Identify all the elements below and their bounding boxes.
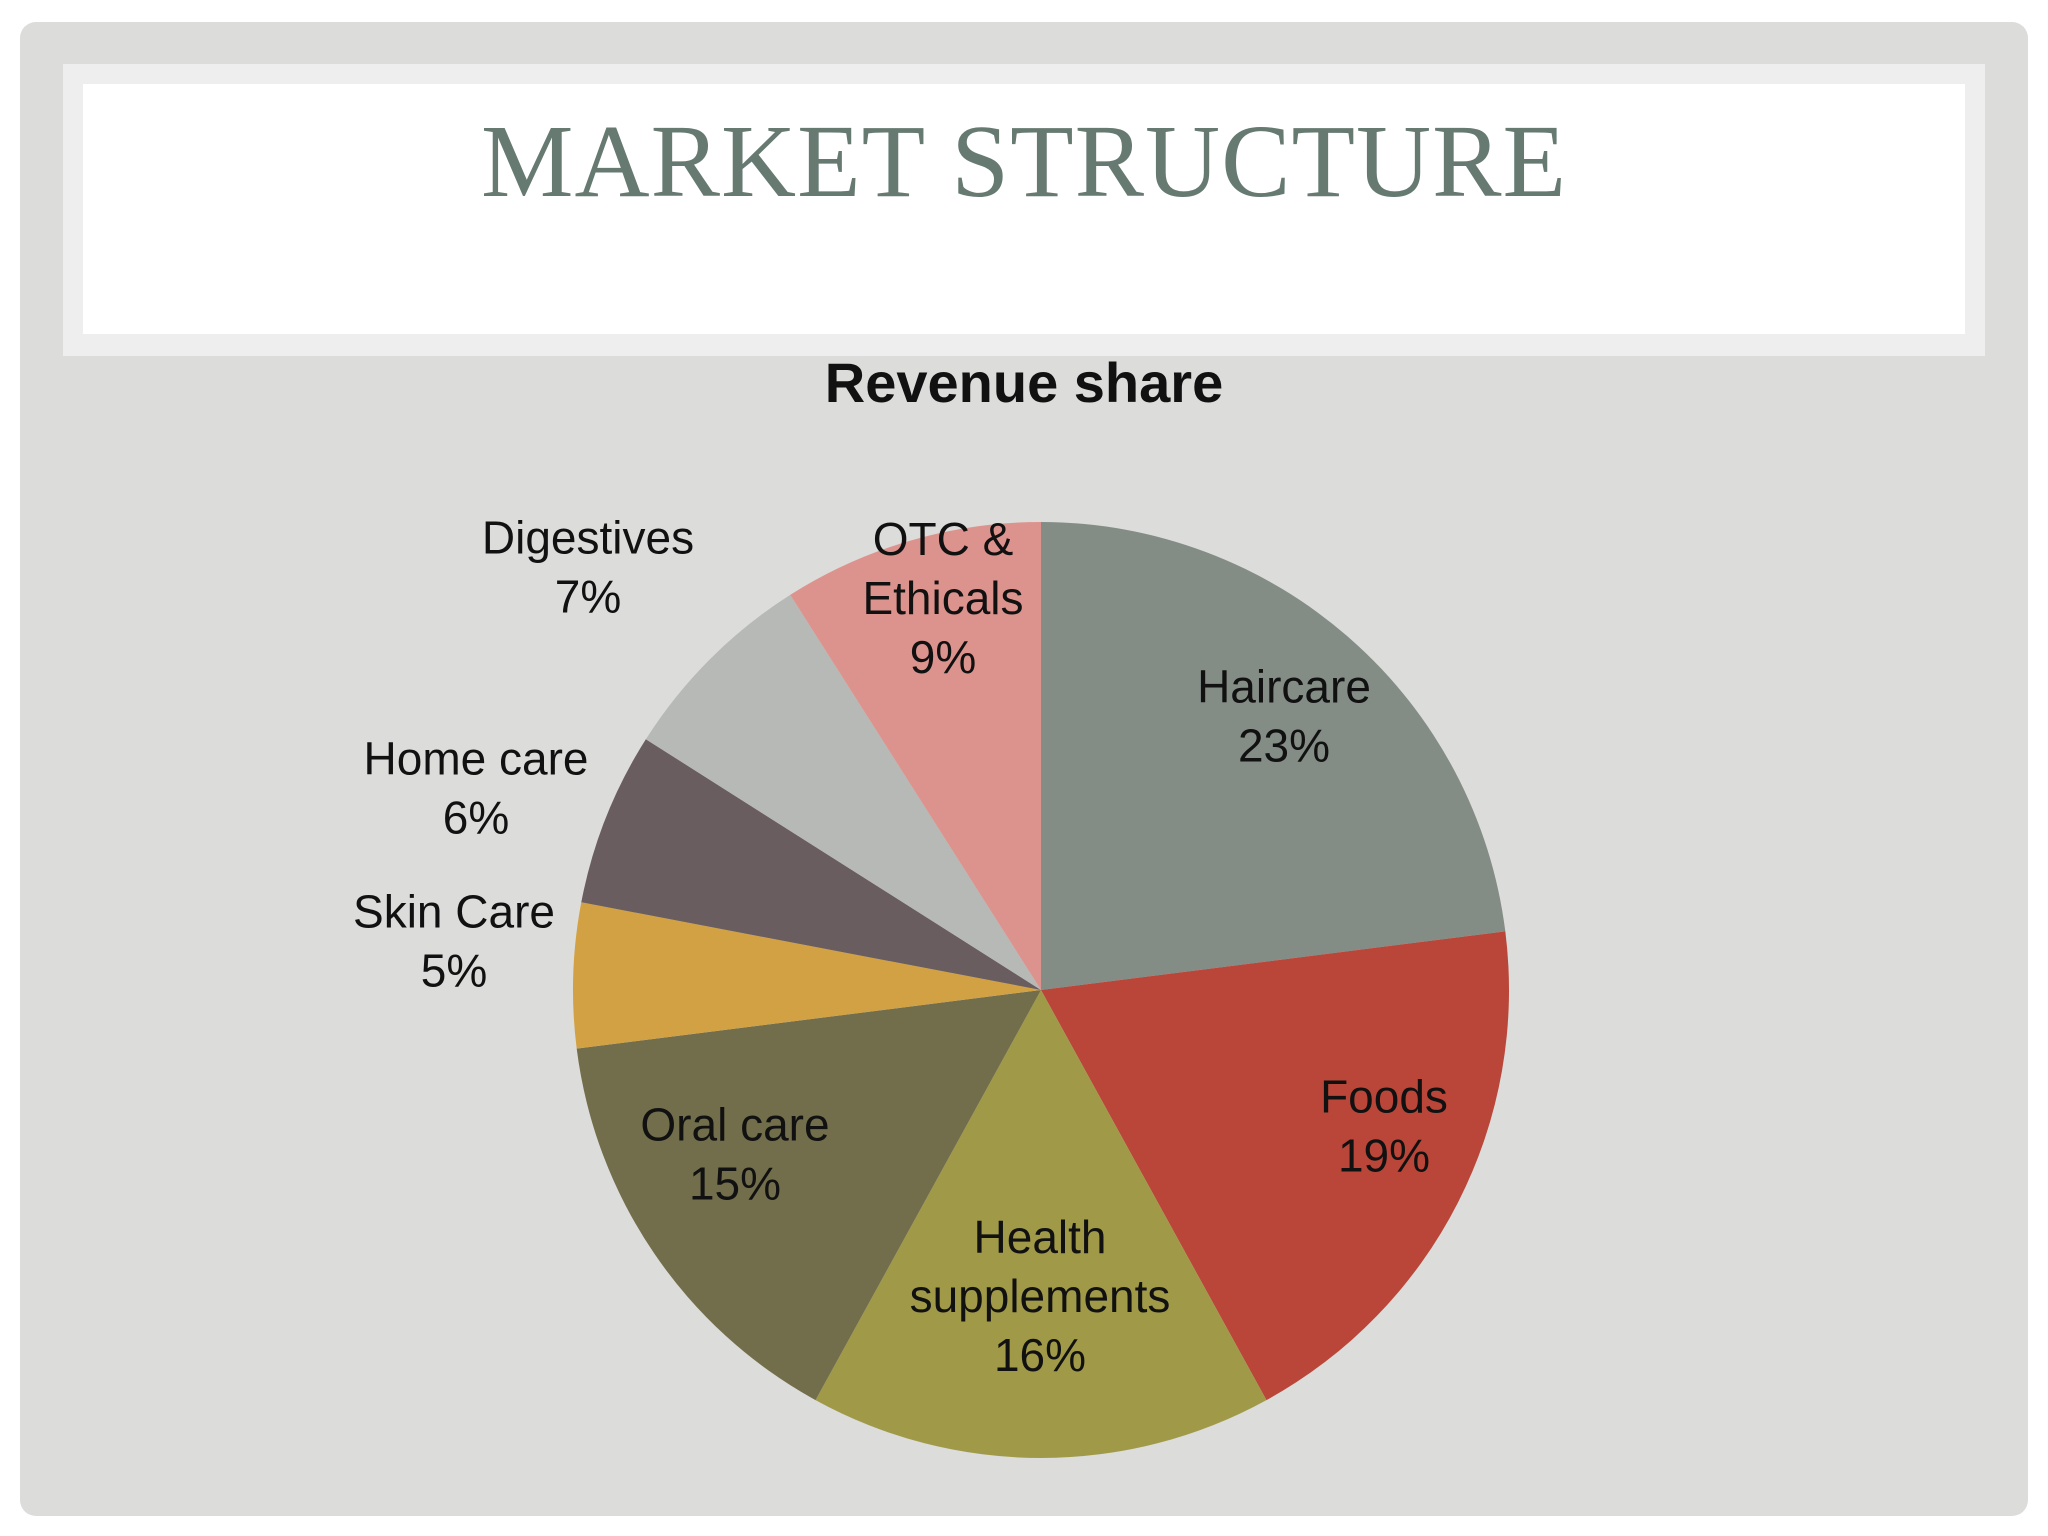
pie-slice-oral-care — [576, 990, 1041, 1401]
pie-label-line: 15% — [689, 1158, 781, 1210]
pie-label-health-supplements: Health supplements 16% — [910, 1211, 1171, 1381]
pie-label-line: Digestives — [482, 512, 694, 564]
pie-label-line: Skin Care — [353, 886, 555, 938]
pie-label-line: 6% — [443, 792, 509, 844]
title-box: MARKET STRUCTURE — [83, 84, 1965, 334]
pie-label-line: Foods — [1320, 1071, 1448, 1123]
pie-label-line: Health — [974, 1211, 1107, 1263]
title-band: MARKET STRUCTURE — [63, 64, 1985, 356]
pie-slices — [573, 522, 1509, 1458]
pie-slice-health-supplements — [815, 990, 1267, 1458]
pie-label-line: 5% — [421, 945, 487, 997]
pie-label-line: 9% — [910, 631, 976, 683]
pie-label-oral-care: Oral care 15% — [640, 1099, 829, 1210]
pie-label-line: 7% — [555, 571, 621, 623]
pie-slice-home-care — [581, 739, 1041, 990]
slide-title: MARKET STRUCTURE — [481, 104, 1567, 219]
pie-label-otc-ethicals: OTC & Ethicals 9% — [862, 513, 1023, 683]
pie-label-line: Ethicals — [862, 572, 1023, 624]
pie-slice-haircare — [1041, 522, 1506, 990]
pie-slice-skin-care — [573, 902, 1041, 1049]
pie-label-skin-care: Skin Care 5% — [353, 886, 555, 997]
pie-label-foods: Foods 19% — [1320, 1071, 1448, 1182]
pie-label-line: supplements — [910, 1270, 1171, 1322]
chart-title: Revenue share — [824, 351, 1224, 414]
pie-labels: Haircare 23% Foods 19% Health supplements 16% O… — [353, 512, 1448, 1382]
pie-label-line: Haircare — [1197, 661, 1371, 713]
pie-slice-digestives — [645, 594, 1041, 990]
pie-label-haircare: Haircare 23% — [1197, 661, 1371, 772]
pie-label-line: 19% — [1338, 1130, 1430, 1182]
pie-label-line: 16% — [994, 1329, 1086, 1381]
pie-slice-otc-ethicals — [790, 522, 1041, 990]
pie-label-line: 23% — [1238, 720, 1330, 772]
pie-label-line: Oral care — [640, 1099, 829, 1151]
pie-slice-foods — [1041, 931, 1509, 1401]
pie-label-line: Home care — [364, 733, 589, 785]
pie-label-home-care: Home care 6% — [364, 733, 589, 844]
pie-label-line: OTC & — [873, 513, 1014, 565]
pie-label-digestives: Digestives 7% — [482, 512, 694, 623]
